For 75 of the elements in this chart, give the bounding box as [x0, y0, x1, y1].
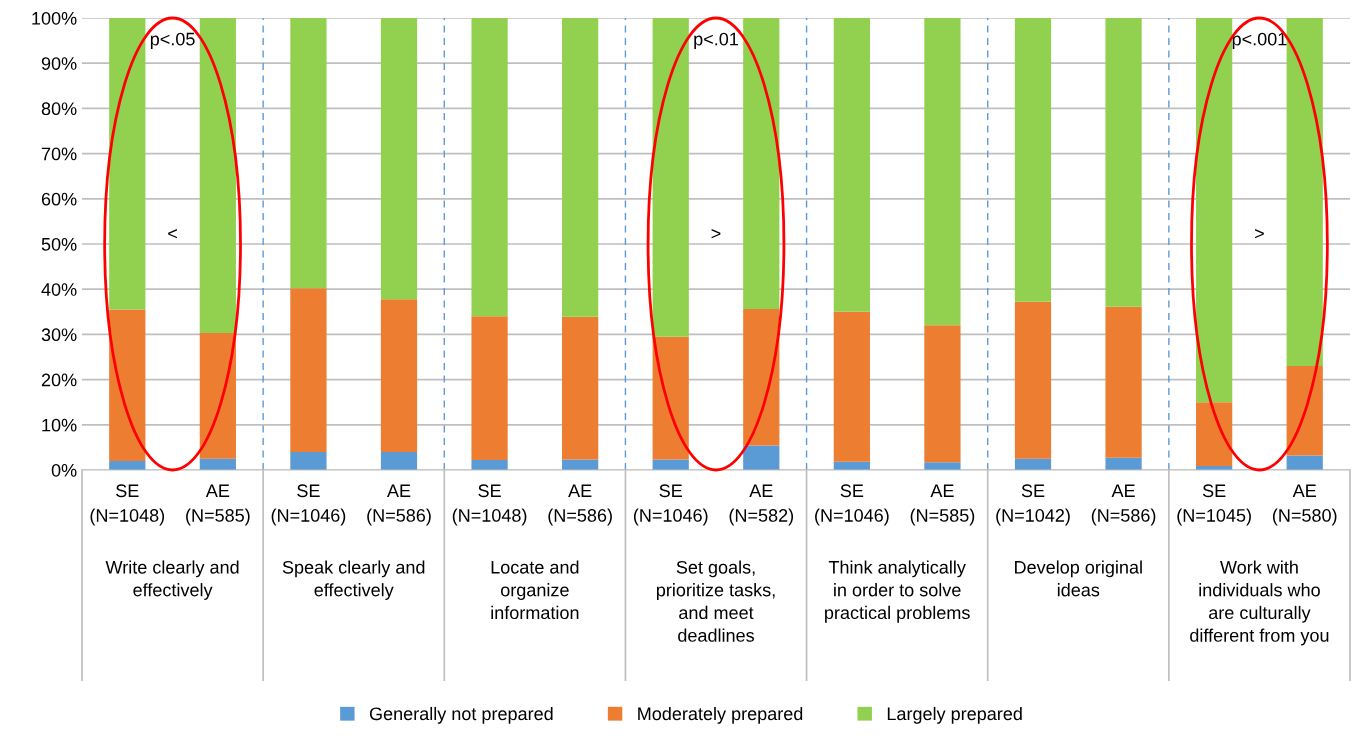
bar — [1105, 306, 1142, 458]
x-tick-label: AE (N=586) — [1091, 484, 1156, 526]
bar — [380, 18, 418, 300]
annotation: p<.05 — [150, 32, 195, 50]
bar — [109, 309, 146, 461]
y-tick-label: 30% — [41, 328, 77, 342]
bar — [199, 18, 236, 334]
bar — [924, 18, 961, 326]
bar — [1196, 18, 1233, 403]
annotation: p<.001 — [1232, 32, 1287, 50]
bar — [199, 333, 236, 459]
bar — [1014, 18, 1052, 302]
x-tick-label: AE (N=582) — [729, 484, 794, 526]
bar — [471, 316, 508, 461]
y-tick-label: 90% — [41, 57, 77, 70]
legend-label: Moderately prepared — [638, 706, 803, 724]
y-tick-label: 40% — [41, 283, 77, 296]
bar — [471, 460, 508, 470]
bar — [924, 325, 961, 463]
x-tick-label: SE (N=1046) — [815, 484, 889, 526]
text: Write clearly and effectively — [105, 560, 239, 600]
legend-label: Largely prepared — [887, 706, 1022, 724]
bar — [380, 299, 418, 452]
x-tick-label: SE (N=1048) — [90, 484, 165, 526]
y-tick-label: 60% — [41, 192, 77, 206]
bar — [562, 18, 599, 317]
text: Set goals, prioritize tasks, and meet deadlines — [656, 560, 775, 642]
bar — [743, 309, 780, 446]
bar — [380, 451, 418, 470]
y-tick-label: 0% — [51, 463, 77, 477]
y-tick-label: 80% — [41, 102, 77, 116]
x-tick-label: SE (N=1046) — [271, 484, 346, 526]
y-tick-label: 50% — [41, 237, 77, 251]
bar — [743, 18, 780, 310]
text: Think analytically in order to solve practical problems — [825, 560, 970, 623]
bar — [1014, 301, 1052, 459]
text: Develop original ideas — [1015, 560, 1142, 597]
bar — [471, 18, 508, 317]
x-tick-label: SE (N=1045) — [1177, 484, 1251, 526]
bar — [1286, 366, 1323, 456]
legend-label: Generally not prepared — [369, 706, 553, 724]
x-tick-label: AE (N=585) — [910, 484, 975, 526]
annotation: < — [168, 229, 177, 239]
text: Work with individuals who are culturally different from you — [1190, 560, 1329, 646]
bar — [652, 336, 689, 460]
bar — [290, 18, 327, 289]
x-tick-label: AE (N=580) — [1272, 484, 1337, 526]
text: Locate and organize information — [491, 560, 579, 620]
bar — [924, 462, 961, 470]
x-tick-label: AE (N=585) — [186, 484, 250, 526]
bar — [1105, 18, 1142, 307]
annotation: > — [1255, 229, 1264, 239]
bar — [290, 288, 327, 452]
bar — [1105, 457, 1142, 470]
y-tick-label: 10% — [42, 418, 77, 432]
text: Speak clearly and effectively — [282, 560, 425, 600]
bar — [1286, 18, 1323, 367]
annotation: p<.01 — [694, 32, 738, 50]
bar — [833, 311, 870, 462]
bar — [652, 18, 689, 337]
y-tick-label: 20% — [41, 373, 77, 387]
y-tick-label: 100% — [32, 11, 77, 25]
x-tick-label: AE (N=586) — [548, 484, 612, 526]
x-tick-label: SE (N=1042) — [996, 484, 1070, 526]
x-tick-label: AE (N=586) — [367, 484, 431, 526]
x-tick-label: SE (N=1048) — [452, 484, 527, 526]
bar — [1196, 402, 1233, 466]
x-tick-label: SE (N=1046) — [633, 484, 708, 526]
bar — [743, 445, 780, 470]
bar — [562, 316, 599, 460]
bar — [109, 18, 146, 310]
annotation: > — [711, 229, 721, 239]
bar — [290, 451, 327, 470]
bar — [833, 18, 870, 312]
y-tick-label: 70% — [41, 147, 77, 161]
